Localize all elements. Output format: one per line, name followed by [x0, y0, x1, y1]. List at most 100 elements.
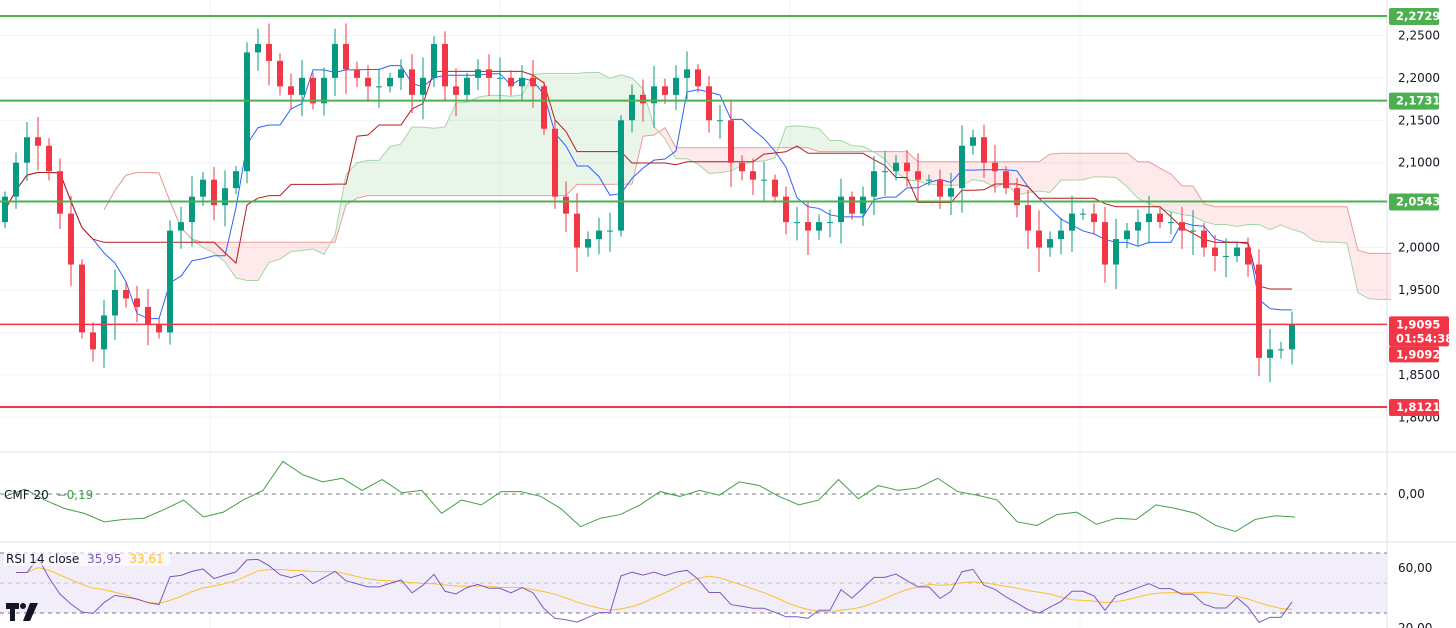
rsi-ma-line	[16, 567, 1293, 613]
price-axis-tick: 2,1500	[1398, 113, 1440, 127]
candle-body	[1179, 222, 1185, 231]
candle	[57, 158, 63, 229]
candle	[79, 259, 85, 339]
candle	[1157, 208, 1163, 229]
candle-body	[1245, 247, 1251, 265]
candle	[112, 269, 118, 340]
candle	[893, 155, 899, 181]
level-price-tag-bg	[1389, 92, 1439, 110]
ichimoku-cloud-bullish	[434, 126, 445, 196]
candle	[1289, 311, 1295, 365]
candle	[1212, 234, 1218, 272]
price-axis-tick: 2,0000	[1398, 241, 1440, 255]
ichimoku-cloud-bullish	[412, 127, 423, 196]
candle	[1146, 195, 1152, 244]
candle-body	[1003, 171, 1009, 189]
ichimoku-cloud-bullish	[368, 160, 379, 196]
candle	[134, 285, 140, 323]
previous-price-tag-bg	[1389, 346, 1439, 363]
candle-body	[35, 137, 41, 146]
ichimoku-cloud-bearish	[764, 147, 775, 162]
candle-body	[497, 77, 503, 79]
ichimoku-cloud-bullish	[852, 145, 863, 152]
candle	[431, 36, 437, 88]
candle	[332, 28, 338, 97]
candle-body	[112, 289, 118, 316]
current-price-tag-bg	[1389, 316, 1449, 347]
candle-body	[684, 69, 690, 78]
candle-body	[893, 162, 899, 172]
ichimoku-cloud-bearish	[236, 242, 247, 281]
candle-body	[508, 77, 514, 87]
candle	[849, 191, 855, 220]
candle-body	[992, 162, 998, 172]
candle-body	[464, 77, 470, 95]
ichimoku-cloud-bullish	[379, 146, 390, 196]
candle-body	[233, 171, 239, 189]
ichimoku-cloud-bearish	[269, 242, 280, 263]
candle-body	[178, 222, 184, 231]
ichimoku-cloud-bearish	[1303, 206, 1314, 241]
candle-body	[321, 77, 327, 104]
ichimoku-cloud-bearish	[1380, 253, 1391, 300]
candle-body	[13, 162, 19, 197]
candle-body	[860, 196, 866, 214]
candle	[552, 118, 558, 209]
candle	[981, 124, 987, 178]
ichimoku-cloud-bearish	[665, 127, 676, 159]
candle	[794, 206, 800, 241]
candle-body	[959, 145, 965, 189]
candle	[838, 178, 844, 244]
candle	[1234, 242, 1240, 263]
candle-body	[2, 196, 8, 223]
ichimoku-cloud-bearish	[1226, 206, 1237, 227]
candle	[695, 64, 701, 93]
candle-body	[453, 86, 459, 95]
candle	[167, 220, 173, 345]
candle	[222, 170, 228, 227]
candle	[68, 195, 74, 286]
candle	[2, 191, 8, 229]
ichimoku-cloud-bearish	[1369, 253, 1380, 300]
cmf-legend: CMF 20 −0,19	[4, 488, 97, 502]
candle	[486, 54, 492, 97]
ichimoku-span-a	[103, 72, 1391, 300]
ichimoku-cloud-bearish	[1204, 203, 1215, 225]
candle	[1014, 177, 1020, 218]
candle	[673, 65, 679, 111]
price-axis-tick: 1,8500	[1398, 368, 1440, 382]
candle	[200, 172, 206, 206]
candle-body	[750, 171, 756, 180]
candle-body	[596, 230, 602, 240]
ichimoku-cloud-bullish	[566, 73, 577, 196]
candle-body	[222, 188, 228, 206]
level-price-tag-bg	[1389, 398, 1439, 416]
candle	[651, 65, 657, 128]
candle-body	[365, 77, 371, 87]
tradingview-logo-icon[interactable]	[6, 603, 40, 621]
ichimoku-cloud-bearish	[1127, 153, 1138, 199]
candle	[35, 116, 41, 171]
candle	[211, 166, 217, 221]
candle-body	[310, 77, 316, 104]
candle	[1256, 249, 1262, 377]
ichimoku-cloud-bearish	[1281, 206, 1292, 230]
ichimoku-cloud-bullish	[478, 95, 489, 196]
candle-body	[189, 196, 195, 223]
ichimoku-cloud-bearish	[291, 242, 302, 252]
candle-body	[629, 94, 635, 121]
candle	[805, 201, 811, 256]
candle-body	[1267, 349, 1273, 358]
ichimoku-cloud-bullish	[390, 143, 401, 196]
candle	[497, 57, 503, 103]
candle	[596, 217, 602, 255]
candle	[266, 23, 272, 86]
candle-body	[1157, 213, 1163, 223]
candle-body	[937, 179, 943, 197]
ichimoku-tenkan-line	[4, 65, 1292, 320]
ichimoku-cloud-bearish	[929, 161, 940, 186]
candle	[255, 28, 261, 71]
candle-body	[1146, 213, 1152, 223]
